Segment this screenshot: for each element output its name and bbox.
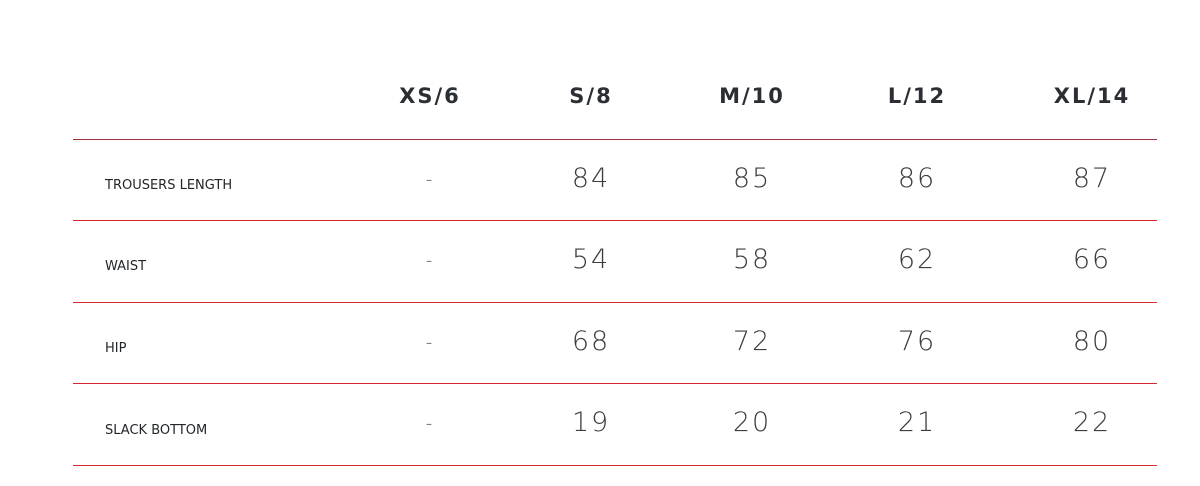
row-divider bbox=[73, 465, 1157, 466]
size-value-cell: 80 bbox=[1072, 326, 1112, 357]
row-label: TROUSERS LENGTH bbox=[105, 178, 233, 193]
column-header: M/10 bbox=[719, 84, 785, 108]
row-divider bbox=[73, 220, 1157, 221]
size-value-cell: 22 bbox=[1072, 407, 1112, 438]
size-value-cell: 76 bbox=[897, 326, 937, 357]
row-label: SLACK BOTTOM bbox=[105, 423, 208, 438]
size-value-cell: 54 bbox=[571, 244, 611, 275]
size-value-cell: 21 bbox=[897, 407, 937, 438]
size-value-cell: - bbox=[425, 250, 435, 271]
row-label: WAIST bbox=[105, 259, 147, 274]
column-header: L/12 bbox=[887, 84, 947, 108]
size-value-cell: 87 bbox=[1072, 163, 1112, 194]
size-value-cell: - bbox=[425, 332, 435, 353]
size-value-cell: 58 bbox=[732, 244, 772, 275]
size-value-cell: 66 bbox=[1072, 244, 1112, 275]
column-header: XL/14 bbox=[1053, 84, 1131, 108]
size-value-cell: 86 bbox=[897, 163, 937, 194]
size-value-cell: 72 bbox=[732, 326, 772, 357]
size-value-cell: 84 bbox=[571, 163, 611, 194]
size-value-cell: 68 bbox=[571, 326, 611, 357]
size-value-cell: 19 bbox=[571, 407, 611, 438]
row-divider bbox=[73, 302, 1157, 303]
size-value-cell: 20 bbox=[732, 407, 772, 438]
row-divider bbox=[73, 139, 1157, 140]
column-header: XS/6 bbox=[399, 84, 461, 108]
row-divider bbox=[73, 383, 1157, 384]
column-header: S/8 bbox=[569, 84, 613, 108]
size-value-cell: 62 bbox=[897, 244, 937, 275]
row-label: HIP bbox=[105, 341, 127, 356]
size-value-cell: - bbox=[425, 169, 435, 190]
size-value-cell: 85 bbox=[732, 163, 772, 194]
size-value-cell: - bbox=[425, 413, 435, 434]
